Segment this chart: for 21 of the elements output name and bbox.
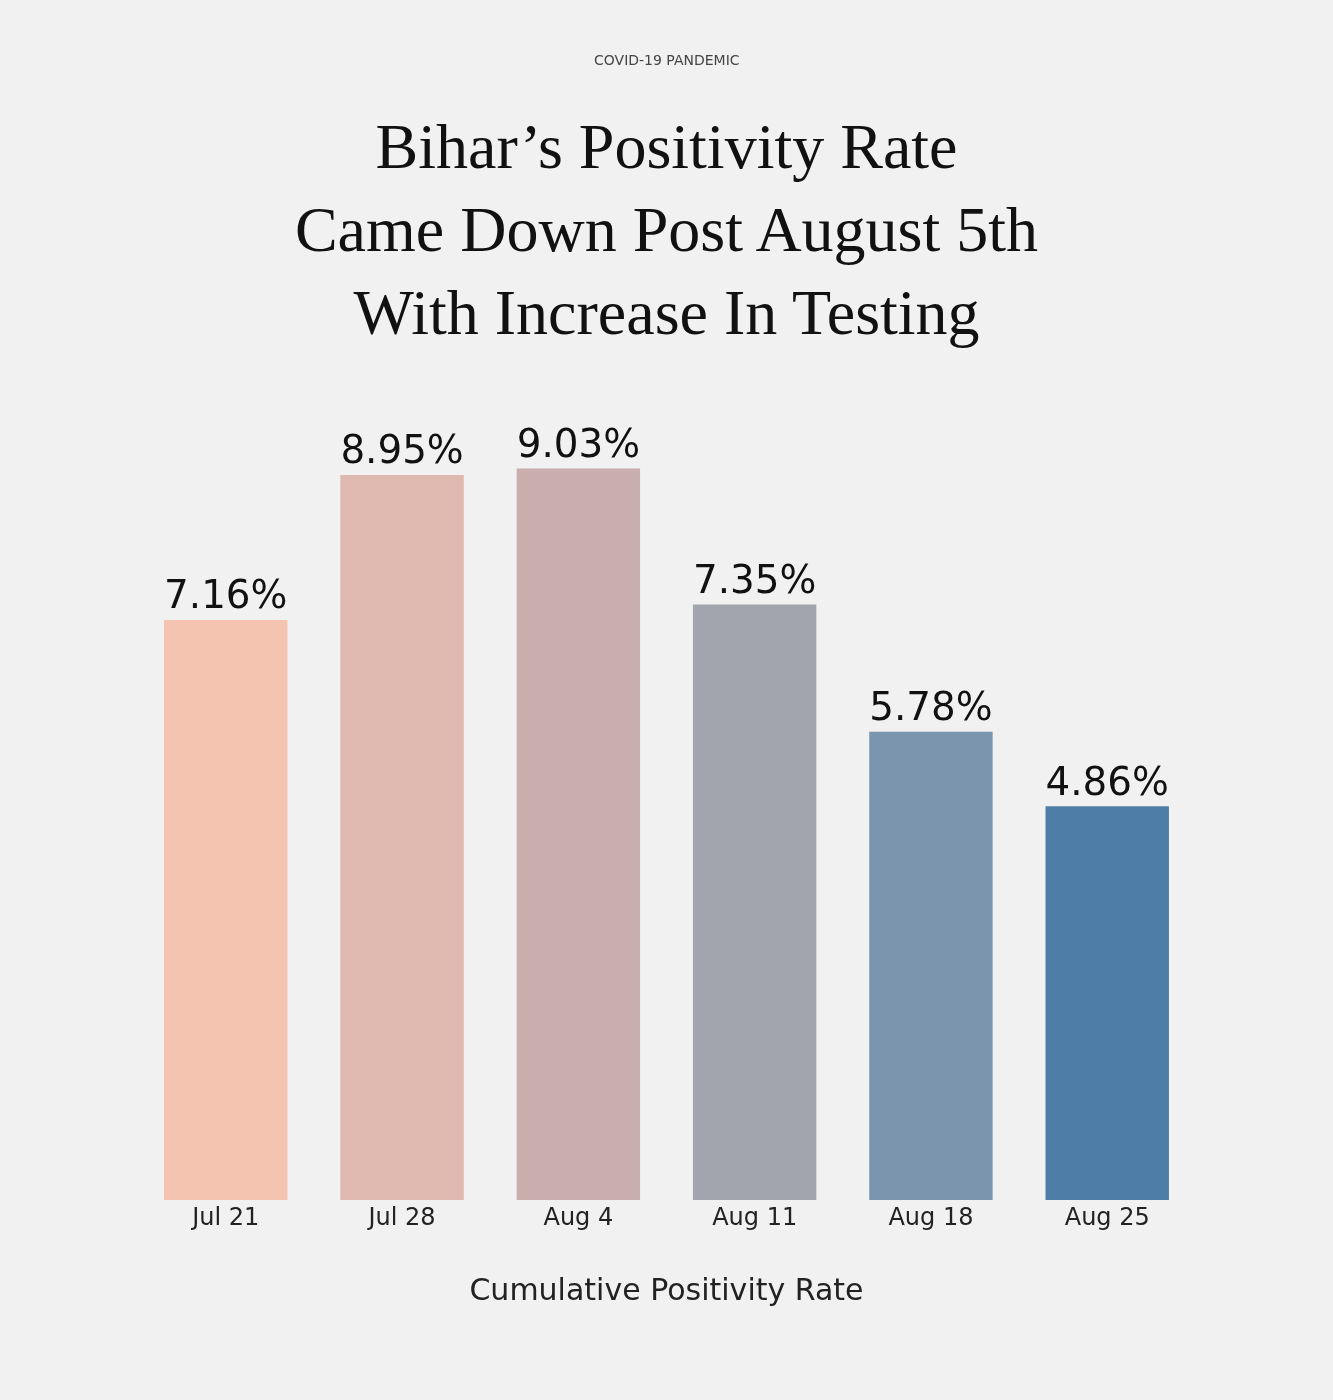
chart-subtitle: COVID-19 PANDEMIC bbox=[594, 52, 740, 68]
x-tick-label: Aug 18 bbox=[888, 1203, 974, 1231]
x-tick-label: Aug 11 bbox=[712, 1203, 798, 1231]
x-axis-title: Cumulative Positivity Rate bbox=[469, 1272, 864, 1307]
data-label: 4.86% bbox=[1045, 758, 1169, 804]
data-label: 5.78% bbox=[869, 684, 993, 730]
bar bbox=[692, 604, 817, 1200]
bar bbox=[1045, 806, 1169, 1200]
bar bbox=[869, 731, 993, 1200]
bar bbox=[164, 619, 288, 1200]
x-tick-label: Jul 21 bbox=[190, 1203, 260, 1231]
x-tick-label: Aug 4 bbox=[543, 1203, 614, 1231]
chart-title: Bihar’s Positivity Rate Came Down Post August 5th With Increase In Testing bbox=[294, 111, 1039, 349]
x-tick-label: Aug 25 bbox=[1064, 1203, 1150, 1231]
data-label: 8.95% bbox=[340, 427, 464, 473]
bar bbox=[340, 474, 464, 1200]
data-label: 7.16% bbox=[164, 572, 288, 618]
bar bbox=[516, 468, 641, 1200]
data-label: 7.35% bbox=[692, 556, 817, 602]
data-label: 9.03% bbox=[516, 420, 641, 466]
x-tick-label: Jul 28 bbox=[366, 1203, 436, 1231]
